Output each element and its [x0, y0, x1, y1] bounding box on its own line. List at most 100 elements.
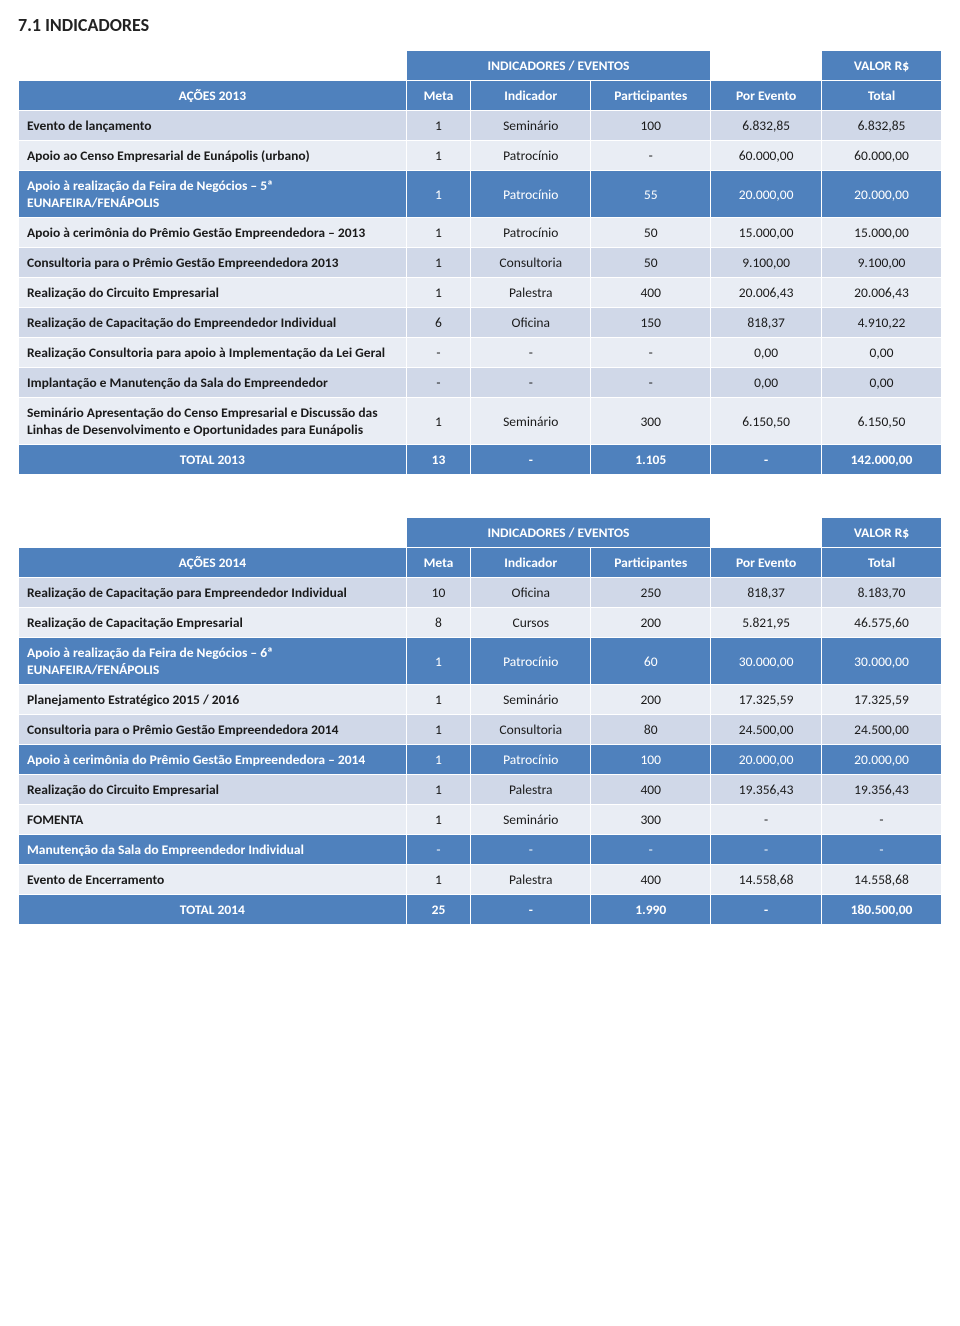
row-label: Realização de Capacitação para Empreende… [19, 578, 407, 608]
row-indicador: Consultoria [471, 248, 591, 278]
row-participantes: - [591, 141, 711, 171]
col-indicador: Indicador [471, 548, 591, 578]
table-row: Planejamento Estratégico 2015 / 20161Sem… [19, 685, 942, 715]
group-header-valor: VALOR R$ [821, 51, 941, 81]
table-2014-body: Realização de Capacitação para Empreende… [19, 578, 942, 895]
row-label: Realização Consultoria para apoio à Impl… [19, 338, 407, 368]
group-header-row: INDICADORES / EVENTOS VALOR R$ [19, 518, 942, 548]
table-row: Evento de lançamento1Seminário1006.832,8… [19, 111, 942, 141]
table-row: Apoio à cerimônia do Prêmio Gestão Empre… [19, 745, 942, 775]
col-indicador: Indicador [471, 81, 591, 111]
row-indicador: Palestra [471, 278, 591, 308]
col-total: Total [821, 81, 941, 111]
total-meta: 13 [406, 445, 471, 475]
row-meta: 1 [406, 141, 471, 171]
col-acoes: AÇÕES 2014 [19, 548, 407, 578]
row-indicador: Seminário [471, 398, 591, 445]
row-total: 0,00 [821, 368, 941, 398]
row-por-evento: - [711, 805, 822, 835]
total-por-evento: - [711, 445, 822, 475]
row-por-evento: 818,37 [711, 578, 822, 608]
table-2013-body: Evento de lançamento1Seminário1006.832,8… [19, 111, 942, 445]
row-meta: 10 [406, 578, 471, 608]
row-meta: 1 [406, 398, 471, 445]
row-indicador: Patrocínio [471, 745, 591, 775]
row-participantes: 400 [591, 278, 711, 308]
row-meta: - [406, 338, 471, 368]
row-participantes: 50 [591, 248, 711, 278]
row-por-evento: 9.100,00 [711, 248, 822, 278]
row-meta: 8 [406, 608, 471, 638]
table-row: Seminário Apresentação do Censo Empresar… [19, 398, 942, 445]
row-indicador: Oficina [471, 578, 591, 608]
row-por-evento: 17.325,59 [711, 685, 822, 715]
row-meta: 1 [406, 218, 471, 248]
spacer [18, 475, 942, 517]
total-participantes: 1.105 [591, 445, 711, 475]
row-label: Realização de Capacitação do Empreendedo… [19, 308, 407, 338]
row-total: - [821, 835, 941, 865]
row-por-evento: 30.000,00 [711, 638, 822, 685]
row-por-evento: 20.006,43 [711, 278, 822, 308]
total-label: TOTAL 2013 [19, 445, 407, 475]
row-indicador: - [471, 835, 591, 865]
row-participantes: 100 [591, 111, 711, 141]
col-por-evento: Por Evento [711, 548, 822, 578]
row-participantes: - [591, 338, 711, 368]
total-participantes: 1.990 [591, 895, 711, 925]
row-label: Apoio à cerimônia do Prêmio Gestão Empre… [19, 218, 407, 248]
row-indicador: Seminário [471, 685, 591, 715]
row-meta: 1 [406, 685, 471, 715]
row-total: 17.325,59 [821, 685, 941, 715]
col-participantes: Participantes [591, 548, 711, 578]
row-indicador: Palestra [471, 865, 591, 895]
row-label: Apoio ao Censo Empresarial de Eunápolis … [19, 141, 407, 171]
row-por-evento: 20.000,00 [711, 171, 822, 218]
col-participantes: Participantes [591, 81, 711, 111]
row-indicador: Patrocínio [471, 218, 591, 248]
table-2013: INDICADORES / EVENTOS VALOR R$ AÇÕES 201… [18, 50, 942, 475]
row-total: 0,00 [821, 338, 941, 368]
total-meta: 25 [406, 895, 471, 925]
row-indicador: - [471, 368, 591, 398]
column-header-row: AÇÕES 2013 Meta Indicador Participantes … [19, 81, 942, 111]
row-label: Manutenção da Sala do Empreendedor Indiv… [19, 835, 407, 865]
row-participantes: 60 [591, 638, 711, 685]
row-total: - [821, 805, 941, 835]
row-total: 15.000,00 [821, 218, 941, 248]
row-total: 46.575,60 [821, 608, 941, 638]
row-indicador: Oficina [471, 308, 591, 338]
column-header-row: AÇÕES 2014 Meta Indicador Participantes … [19, 548, 942, 578]
row-indicador: Patrocínio [471, 638, 591, 685]
row-meta: 1 [406, 278, 471, 308]
row-indicador: Patrocínio [471, 171, 591, 218]
col-por-evento: Por Evento [711, 81, 822, 111]
row-por-evento: 5.821,95 [711, 608, 822, 638]
table-row: Apoio à realização da Feira de Negócios … [19, 171, 942, 218]
row-participantes: 200 [591, 608, 711, 638]
row-meta: - [406, 368, 471, 398]
row-por-evento: 24.500,00 [711, 715, 822, 745]
row-meta: 1 [406, 715, 471, 745]
row-por-evento: 0,00 [711, 338, 822, 368]
table-row: Apoio ao Censo Empresarial de Eunápolis … [19, 141, 942, 171]
row-por-evento: 19.356,43 [711, 775, 822, 805]
row-total: 6.150,50 [821, 398, 941, 445]
row-participantes: 400 [591, 775, 711, 805]
table-row: Manutenção da Sala do Empreendedor Indiv… [19, 835, 942, 865]
row-label: Apoio à cerimônia do Prêmio Gestão Empre… [19, 745, 407, 775]
row-total: 60.000,00 [821, 141, 941, 171]
group-header-indicadores: INDICADORES / EVENTOS [406, 51, 711, 81]
table-row: Realização de Capacitação para Empreende… [19, 578, 942, 608]
row-por-evento: 6.832,85 [711, 111, 822, 141]
row-meta: 1 [406, 248, 471, 278]
total-por-evento: - [711, 895, 822, 925]
table-row: Apoio à realização da Feira de Negócios … [19, 638, 942, 685]
row-indicador: Consultoria [471, 715, 591, 745]
total-indicador: - [471, 895, 591, 925]
row-meta: 6 [406, 308, 471, 338]
table-row: Implantação e Manutenção da Sala do Empr… [19, 368, 942, 398]
row-label: Seminário Apresentação do Censo Empresar… [19, 398, 407, 445]
row-participantes: - [591, 368, 711, 398]
row-total: 20.000,00 [821, 745, 941, 775]
